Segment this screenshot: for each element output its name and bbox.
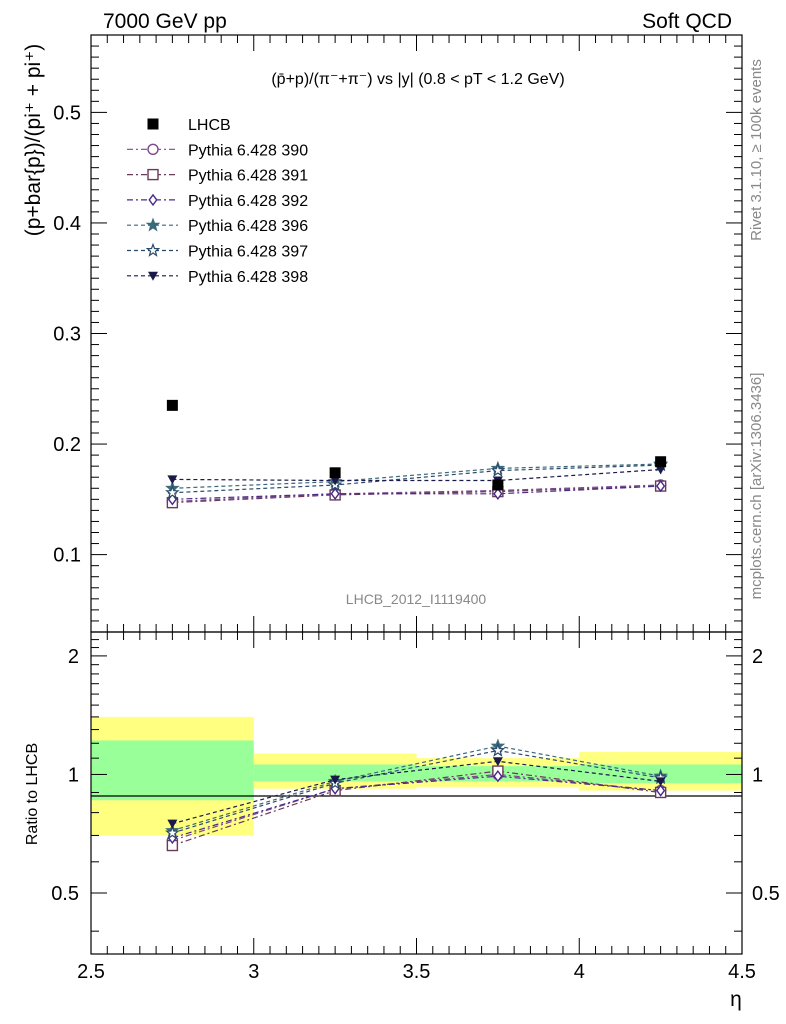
mcplots-source-label: mcplots.cern.ch [arXiv:1306.3436] xyxy=(748,373,765,600)
ratio-series-line xyxy=(172,775,661,839)
plot-title: (p̄+p)/(π⁻+π⁻) vs |y| (0.8 < pT < 1.2 Ge… xyxy=(271,71,564,88)
series-point xyxy=(167,475,178,485)
data-point xyxy=(166,399,178,411)
ratio-series-line xyxy=(172,770,661,847)
series-line xyxy=(172,484,661,503)
ratio-inner-band xyxy=(91,740,254,801)
series-line xyxy=(172,485,661,500)
ratio-axes: 0.5 0.5 1 1 2 2 2.5 3 3.5 4 4.5 xyxy=(51,632,780,983)
legend-marker xyxy=(147,143,159,156)
series-point xyxy=(330,487,340,500)
ratio-series-point xyxy=(167,819,178,829)
series-point xyxy=(656,479,666,493)
ratio-series-point xyxy=(490,742,506,757)
y-tick-label: 0.2 xyxy=(53,434,81,456)
ratio-series-line xyxy=(172,749,661,834)
header-left: 7000 GeV pp xyxy=(103,10,227,33)
legend-marker-data xyxy=(147,118,159,130)
ratio-series-point xyxy=(492,757,503,767)
y-tick-label: 0.3 xyxy=(53,324,81,346)
legend-label: Pythia 6.428 398 xyxy=(188,269,308,286)
series-point xyxy=(165,484,180,500)
data-point xyxy=(329,467,341,479)
legend-label: Pythia 6.428 397 xyxy=(188,244,308,261)
y-tick-label: 0.4 xyxy=(53,213,81,235)
legend-label: Pythia 6.428 392 xyxy=(188,193,308,210)
x-tick-label: 2.5 xyxy=(77,961,105,983)
legend-marker xyxy=(148,271,158,281)
series-line xyxy=(172,464,661,494)
ratio-series-point xyxy=(165,825,180,840)
header-right: Soft QCD xyxy=(642,10,732,33)
series-point xyxy=(655,465,666,475)
ratio-bands xyxy=(91,716,742,836)
legend-label: Pythia 6.428 390 xyxy=(188,142,308,159)
ratio-series-line xyxy=(172,773,661,841)
legend-marker xyxy=(148,193,158,207)
rivet-version-label: Rivet 3.1.10, ≥ 100k events xyxy=(748,59,765,241)
y-tick-label: 0.5 xyxy=(53,102,81,124)
data-point xyxy=(492,479,504,491)
ratio-series-point xyxy=(655,777,666,787)
ratio-series-line xyxy=(172,760,661,825)
legend-label: LHCB xyxy=(188,117,231,134)
ratio-tick-label: 2 xyxy=(68,646,79,668)
ratio-tick-label: 0.5 xyxy=(51,883,79,905)
main-axes: 0.1 0.2 0.3 0.4 0.5 xyxy=(53,35,743,632)
ratio-series-point xyxy=(656,784,666,797)
ratio-tick-label-right: 0.5 xyxy=(752,883,780,905)
ratio-inner-band xyxy=(253,764,417,782)
y-axis-label: (p+bar{p})/(pi⁺ + pi⁺) xyxy=(22,44,45,237)
series-point xyxy=(490,462,506,477)
main-series xyxy=(165,399,668,509)
legend-marker xyxy=(145,217,161,232)
ratio-series-point xyxy=(493,770,503,783)
ratio-series-point xyxy=(330,775,341,785)
legend: LHCB Pythia 6.428 390 Pythia 6.428 391 Pyth… xyxy=(127,117,308,286)
series-point xyxy=(493,487,503,500)
y-tick-label: 0.1 xyxy=(53,545,81,567)
ratio-series xyxy=(165,738,668,852)
series-line xyxy=(172,485,661,504)
series-line xyxy=(172,468,661,482)
x-axis-label: η xyxy=(730,988,742,1011)
ratio-y-axis-label: Ratio to LHCB xyxy=(24,743,41,845)
ratio-tick-label-right: 1 xyxy=(752,764,763,786)
analysis-id: LHCB_2012_I1119400 xyxy=(346,591,487,607)
series-line xyxy=(172,463,661,489)
legend-label: Pythia 6.428 396 xyxy=(188,218,308,235)
legend-marker xyxy=(147,168,159,181)
legend-marker xyxy=(145,242,161,257)
x-tick-label: 3.5 xyxy=(403,961,431,983)
x-tick-label: 4 xyxy=(574,961,585,983)
series-point xyxy=(330,476,341,486)
ratio-tick-label: 1 xyxy=(68,764,79,786)
ratio-tick-label-right: 2 xyxy=(752,646,763,668)
ratio-series-line xyxy=(172,745,661,832)
legend-label: Pythia 6.428 391 xyxy=(188,168,308,185)
x-tick-label: 4.5 xyxy=(728,961,756,983)
data-point xyxy=(655,456,667,468)
x-tick-label: 3 xyxy=(248,961,259,983)
